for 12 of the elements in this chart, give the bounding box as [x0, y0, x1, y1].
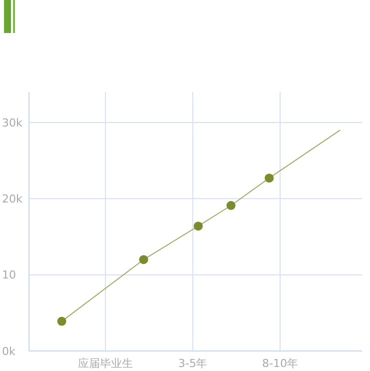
y-tick-label: 10 — [2, 268, 16, 282]
y-tick-label: 30k — [2, 116, 23, 130]
point — [226, 201, 236, 210]
point — [57, 316, 66, 326]
x-tick-label: 3-5年 — [178, 357, 208, 370]
point — [194, 222, 203, 231]
x-tick-label: 8-10年 — [262, 357, 298, 370]
x-tick-label: 应届毕业生 — [78, 357, 133, 370]
y-tick-label: 20k — [2, 192, 23, 206]
y-tick-label: 0k — [2, 344, 16, 358]
point — [139, 255, 148, 264]
point — [264, 174, 274, 183]
